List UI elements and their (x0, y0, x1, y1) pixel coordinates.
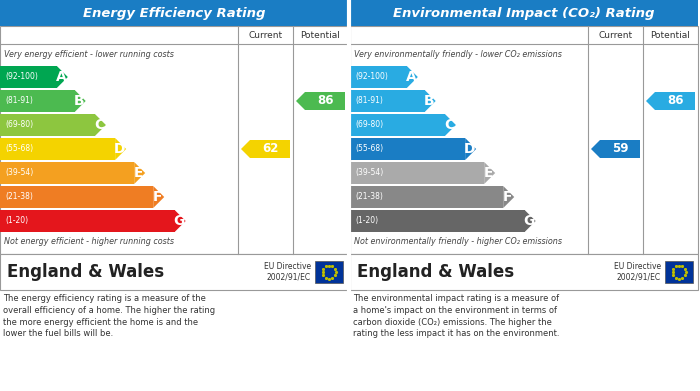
Text: D: D (464, 142, 475, 156)
Text: C: C (444, 118, 454, 132)
Bar (350, 26, 698, 254)
Bar (350, 90, 425, 112)
Polygon shape (57, 66, 68, 88)
Text: C: C (94, 118, 104, 132)
Polygon shape (484, 162, 495, 184)
Text: A: A (56, 70, 66, 84)
Text: 86: 86 (316, 95, 333, 108)
Text: B: B (424, 94, 435, 108)
Polygon shape (524, 210, 536, 232)
Text: F: F (503, 190, 512, 204)
Bar (315, 261, 343, 283)
Bar (0, 210, 174, 232)
Text: D: D (114, 142, 125, 156)
Polygon shape (241, 140, 290, 158)
Polygon shape (115, 138, 126, 160)
Polygon shape (445, 114, 456, 136)
Polygon shape (425, 90, 435, 112)
Text: England & Wales: England & Wales (7, 263, 164, 281)
Polygon shape (296, 92, 345, 110)
Polygon shape (134, 162, 145, 184)
Text: (21-38): (21-38) (5, 192, 33, 201)
Bar (350, 66, 407, 88)
Bar (350, 210, 524, 232)
Bar (0, 254, 348, 290)
Text: Very energy efficient - lower running costs: Very energy efficient - lower running co… (4, 50, 174, 59)
Bar (350, 186, 503, 208)
Text: EU Directive
2002/91/EC: EU Directive 2002/91/EC (614, 262, 661, 282)
Text: The energy efficiency rating is a measure of the
overall efficiency of a home. T: The energy efficiency rating is a measur… (3, 294, 215, 338)
Polygon shape (174, 210, 186, 232)
Text: E: E (484, 166, 494, 180)
Bar (0, 138, 115, 160)
Polygon shape (153, 186, 164, 208)
Text: (21-38): (21-38) (355, 192, 383, 201)
Text: (39-54): (39-54) (355, 169, 384, 178)
Text: Not environmentally friendly - higher CO₂ emissions: Not environmentally friendly - higher CO… (354, 237, 562, 246)
Bar (0, 90, 75, 112)
Text: (69-80): (69-80) (5, 120, 33, 129)
Bar (350, 254, 698, 290)
Bar (350, 162, 484, 184)
Text: (81-91): (81-91) (355, 97, 383, 106)
Text: A: A (406, 70, 416, 84)
Text: EU Directive
2002/91/EC: EU Directive 2002/91/EC (264, 262, 311, 282)
Bar (0, 186, 153, 208)
Text: Very environmentally friendly - lower CO₂ emissions: Very environmentally friendly - lower CO… (354, 50, 562, 59)
Text: 86: 86 (666, 95, 683, 108)
Text: Current: Current (248, 30, 283, 39)
Text: 62: 62 (262, 142, 278, 156)
Text: (55-68): (55-68) (355, 145, 383, 154)
Text: (92-100): (92-100) (5, 72, 38, 81)
Bar (0, 114, 95, 136)
Text: (1-20): (1-20) (5, 217, 28, 226)
Text: The environmental impact rating is a measure of
a home's impact on the environme: The environmental impact rating is a mea… (353, 294, 559, 338)
Text: G: G (524, 214, 535, 228)
Text: Environmental Impact (CO₂) Rating: Environmental Impact (CO₂) Rating (393, 7, 654, 20)
Text: (81-91): (81-91) (5, 97, 33, 106)
Bar (0, 162, 134, 184)
Bar (350, 138, 465, 160)
Polygon shape (465, 138, 476, 160)
Bar (350, 114, 445, 136)
Text: (55-68): (55-68) (5, 145, 33, 154)
Text: (39-54): (39-54) (5, 169, 34, 178)
Bar (0, 0, 348, 26)
Text: E: E (134, 166, 143, 180)
Bar (350, 0, 698, 26)
Bar (0, 66, 57, 88)
Polygon shape (407, 66, 418, 88)
Polygon shape (503, 186, 514, 208)
Text: Current: Current (598, 30, 633, 39)
Text: (92-100): (92-100) (355, 72, 388, 81)
Text: F: F (153, 190, 162, 204)
Polygon shape (591, 140, 640, 158)
Polygon shape (75, 90, 85, 112)
Bar (0, 26, 348, 254)
Text: 59: 59 (612, 142, 629, 156)
Bar (665, 261, 693, 283)
Text: Not energy efficient - higher running costs: Not energy efficient - higher running co… (4, 237, 174, 246)
Text: (1-20): (1-20) (355, 217, 378, 226)
Polygon shape (95, 114, 106, 136)
Text: Potential: Potential (300, 30, 340, 39)
Text: England & Wales: England & Wales (357, 263, 514, 281)
Text: Energy Efficiency Rating: Energy Efficiency Rating (83, 7, 265, 20)
Text: B: B (74, 94, 85, 108)
Polygon shape (646, 92, 695, 110)
Text: Potential: Potential (650, 30, 690, 39)
Text: G: G (174, 214, 185, 228)
Text: (69-80): (69-80) (355, 120, 383, 129)
